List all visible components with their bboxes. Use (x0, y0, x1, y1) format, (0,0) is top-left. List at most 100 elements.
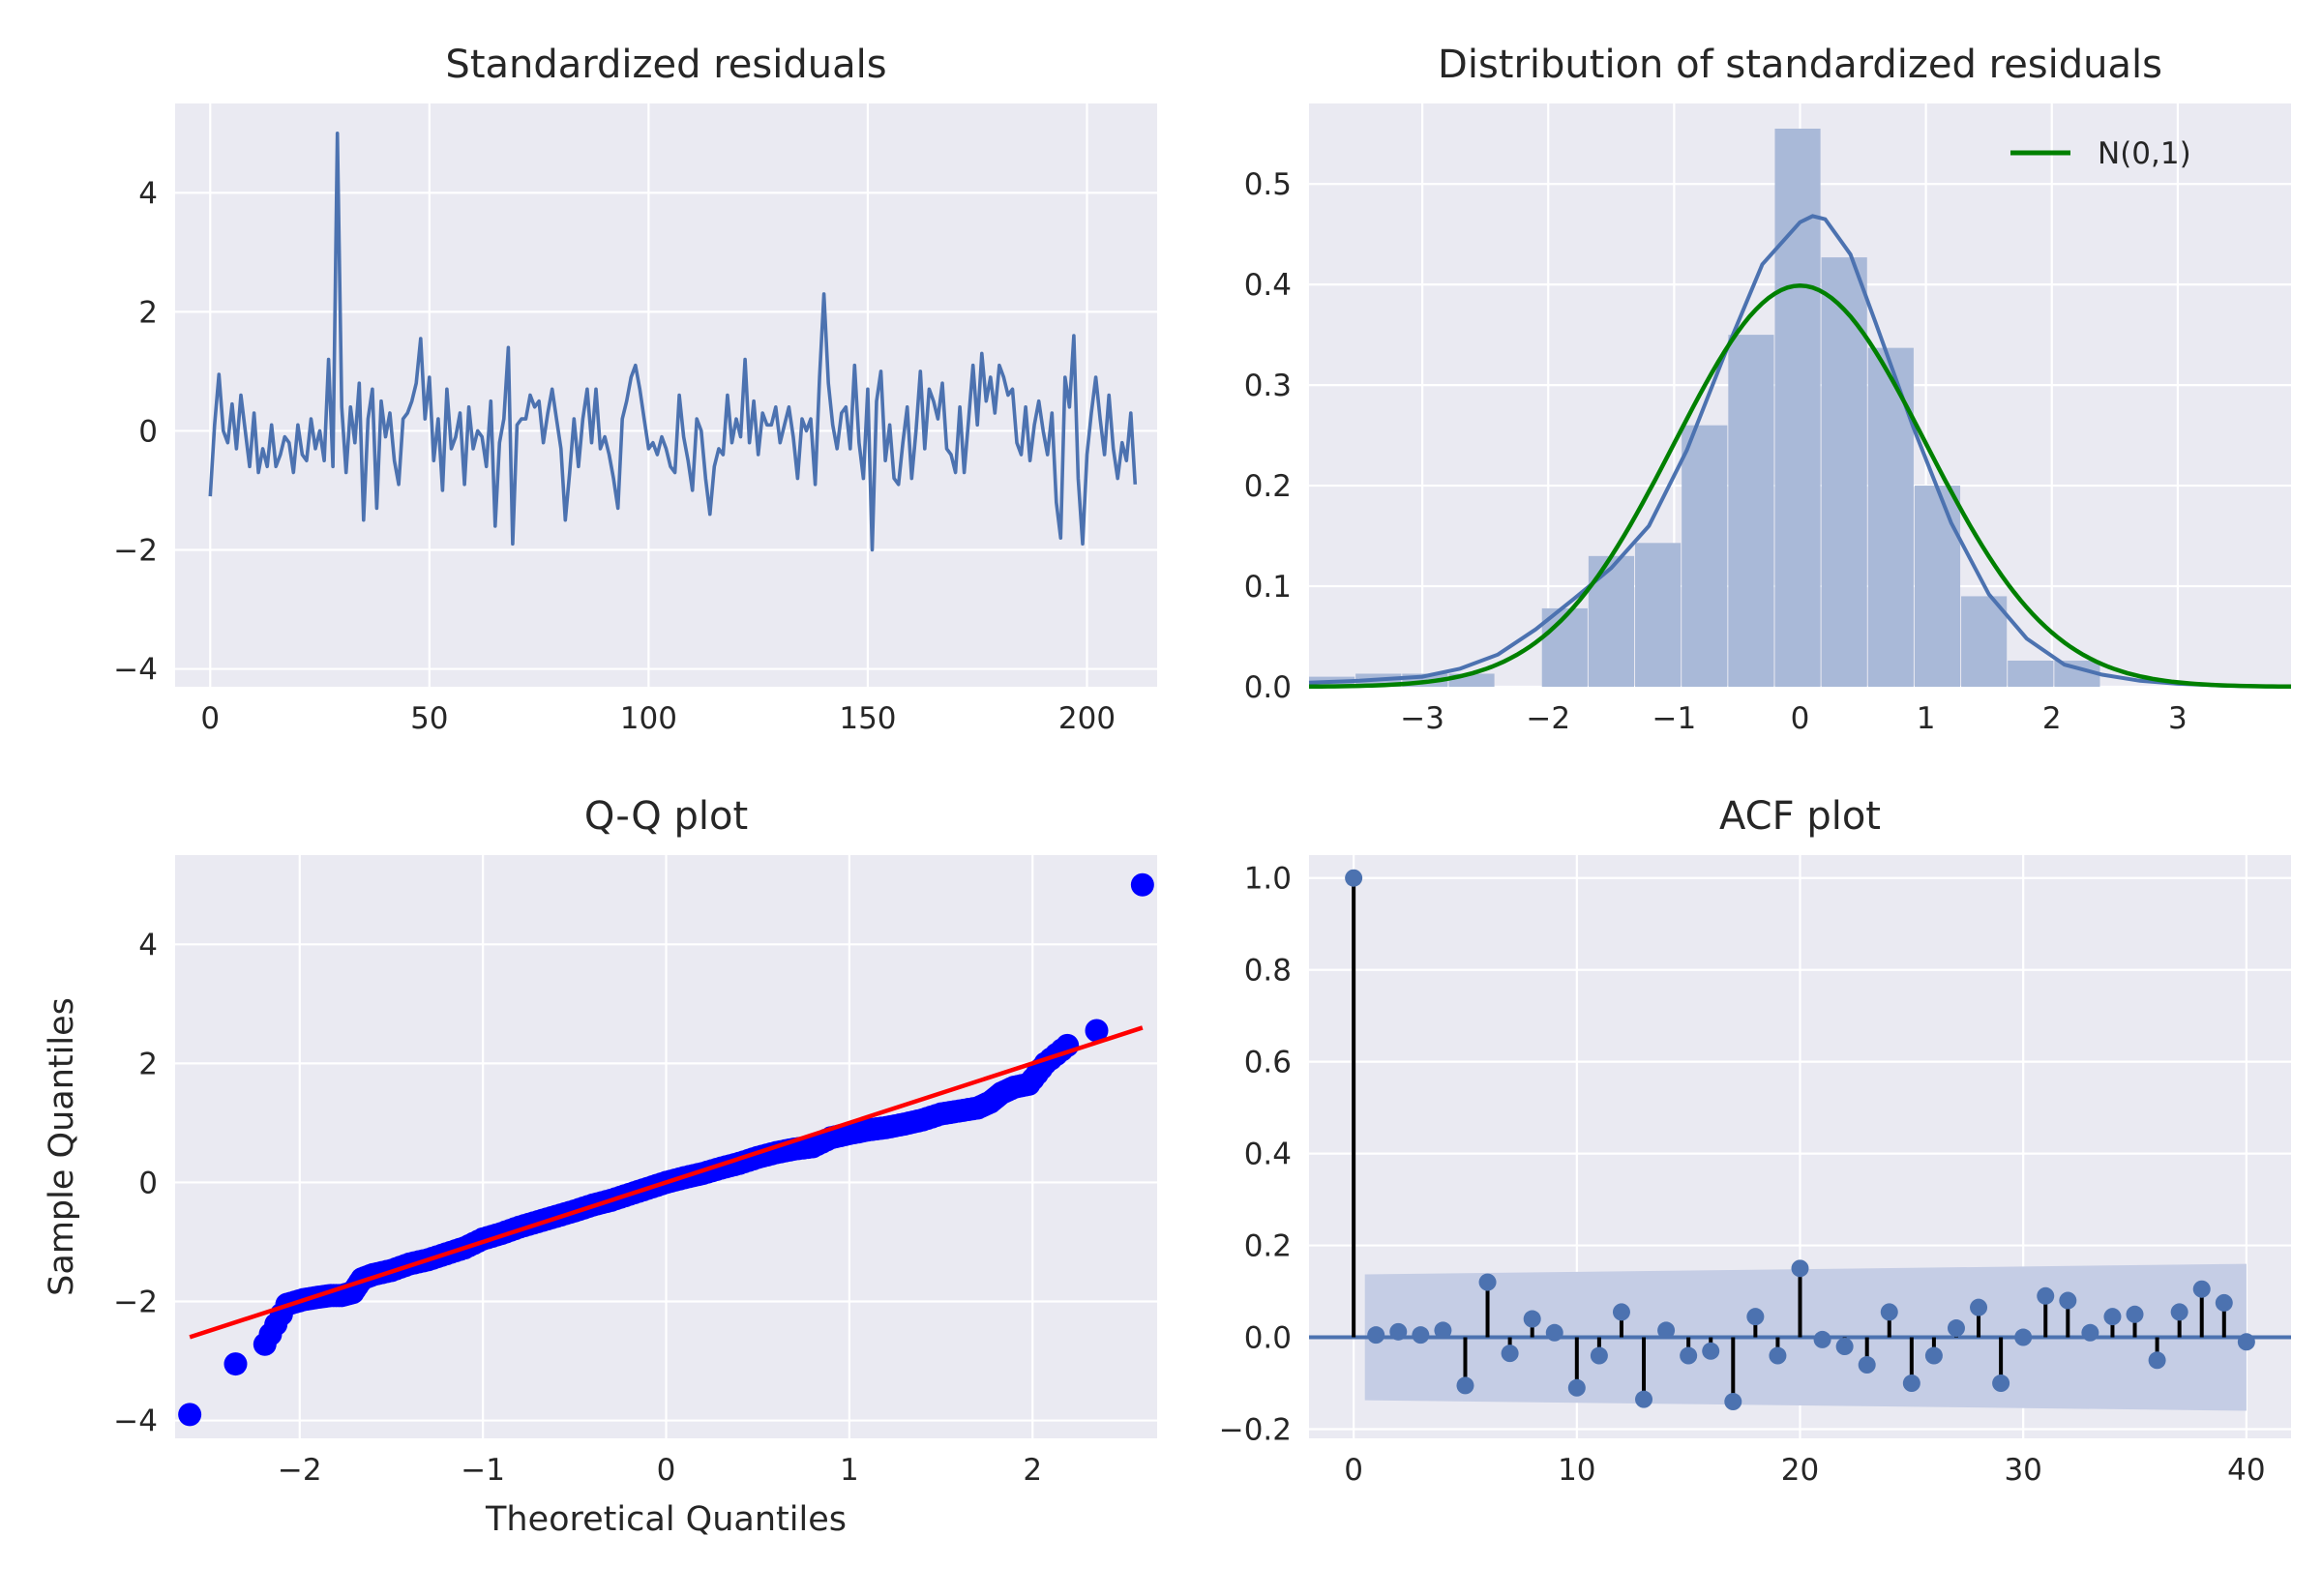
panel-standardized-residuals: 0 50 100 150 200 −4 −2 0 2 4 Standardized residua… (113, 43, 1157, 736)
acf-marker (1769, 1346, 1787, 1365)
chart-title: Standardized residuals (445, 43, 886, 87)
x-tick-label: 1 (840, 1453, 859, 1488)
acf-marker (2081, 1323, 2099, 1342)
x-tick-label: 2 (2042, 701, 2062, 736)
x-tick-label: 10 (1558, 1453, 1595, 1488)
acf-marker (1501, 1345, 1519, 1363)
histogram-bar (1961, 596, 2008, 687)
y-tick-label: −4 (113, 1404, 158, 1439)
acf-marker (2126, 1305, 2144, 1323)
panel-distribution: −3 −2 −1 0 1 2 3 0.0 0.1 0.2 0.3 0.4 0.5 Distributio… (1244, 43, 2292, 736)
x-tick-label: 0 (657, 1453, 676, 1488)
y-tick-label: 0.2 (1244, 469, 1292, 504)
x-tick-label: −1 (1652, 701, 1697, 736)
plot-area (1309, 869, 2291, 1411)
histogram-bar (1914, 486, 1961, 687)
x-tick-label: 30 (2004, 1453, 2041, 1488)
y-tick-label: 0.4 (1244, 1138, 1292, 1172)
acf-marker (1902, 1374, 1920, 1393)
y-tick-label: 0.0 (1244, 1321, 1292, 1356)
plot-area (178, 872, 1154, 1427)
acf-marker (1412, 1326, 1430, 1345)
y-tick-label: 0.1 (1244, 570, 1292, 605)
acf-marker (1680, 1346, 1698, 1365)
acf-marker (1612, 1303, 1630, 1321)
chart-title: Distribution of standardized residuals (1438, 43, 2162, 87)
acf-marker (1970, 1298, 1988, 1316)
acf-marker (2059, 1291, 2077, 1310)
acf-marker (1367, 1326, 1385, 1345)
x-axis-label: Theoretical Quantiles (485, 1500, 847, 1539)
acf-marker (1746, 1308, 1765, 1326)
y-axis-label: Sample Quantiles (43, 997, 81, 1296)
acf-marker (1567, 1378, 1586, 1397)
y-tick-label: −4 (113, 653, 158, 688)
panel-qq-plot: −2 −1 0 1 2 −4 −2 0 2 4 Q-Q plot Theoretical Quan… (43, 794, 1157, 1539)
x-tick-label: 0 (1791, 701, 1810, 736)
x-tick-label: −3 (1400, 701, 1444, 736)
x-tick-label: −2 (278, 1453, 322, 1488)
acf-marker (2170, 1303, 2188, 1321)
y-tick-label: 2 (138, 295, 158, 330)
acf-marker (1858, 1356, 1876, 1374)
acf-marker (1992, 1374, 2010, 1393)
y-tick-label: 0.8 (1244, 954, 1292, 989)
x-tick-label: 0 (1344, 1453, 1363, 1488)
y-tick-label: −2 (113, 533, 158, 568)
acf-marker (1345, 869, 1363, 887)
legend-label-normal: N(0,1) (2098, 136, 2191, 171)
normal-curve (1308, 282, 2292, 690)
x-tick-label: 3 (2168, 701, 2188, 736)
acf-marker (1523, 1310, 1541, 1328)
acf-marker (2237, 1333, 2255, 1351)
y-tick-label: 0.3 (1244, 369, 1292, 403)
acf-marker (1791, 1259, 1809, 1278)
panel-acf-plot: 0 10 20 30 40 −0.2 0.0 0.2 0.4 0.6 0.8 1.0 ACF plot (1219, 794, 2291, 1488)
x-tick-label: −1 (461, 1453, 505, 1488)
histogram-bar (1682, 425, 1728, 687)
x-tick-label: 2 (1023, 1453, 1042, 1488)
y-tick-label: 4 (138, 176, 158, 211)
y-tick-label: 1.0 (1244, 862, 1292, 897)
histogram-bar (1588, 555, 1635, 687)
histogram-bar (1541, 607, 1588, 687)
y-tick-label: 0.0 (1244, 670, 1292, 705)
tick-labels: −3 −2 −1 0 1 2 3 0.0 0.1 0.2 0.3 0.4 0.5 (1244, 167, 2188, 736)
acf-marker (1924, 1346, 1943, 1365)
x-tick-label: 1 (1917, 701, 1936, 736)
y-tick-label: 2 (138, 1047, 158, 1081)
acf-marker (1478, 1273, 1497, 1291)
x-tick-label: 150 (839, 701, 896, 736)
y-tick-label: 0.2 (1244, 1229, 1292, 1264)
y-tick-label: 4 (138, 928, 158, 962)
x-tick-label: 100 (620, 701, 677, 736)
chart-title: Q-Q plot (584, 794, 748, 839)
y-tick-label: 0 (138, 1166, 158, 1200)
y-tick-label: −2 (113, 1285, 158, 1319)
acf-marker (2037, 1286, 2055, 1305)
qq-point (178, 1403, 202, 1427)
acf-marker (2014, 1328, 2033, 1346)
tick-labels: 0 50 100 150 200 −4 −2 0 2 4 (113, 176, 1116, 736)
x-tick-label: 40 (2227, 1453, 2265, 1488)
acf-marker (1389, 1322, 1408, 1341)
chart-title: ACF plot (1719, 794, 1881, 839)
x-tick-label: −2 (1526, 701, 1570, 736)
acf-marker (2215, 1293, 2233, 1312)
tick-labels: −2 −1 0 1 2 −4 −2 0 2 4 (113, 928, 1042, 1488)
plot-area (208, 132, 1138, 552)
histogram-bar (1635, 543, 1682, 687)
acf-marker (1835, 1338, 1854, 1356)
x-tick-label: 0 (200, 701, 220, 736)
acf-marker (1724, 1393, 1742, 1411)
acf-marker (1702, 1342, 1720, 1360)
acf-marker (1590, 1346, 1608, 1365)
acf-marker (2103, 1308, 2122, 1326)
histogram-bar (1867, 347, 1914, 687)
acf-marker (2192, 1280, 2211, 1298)
plot-area (1308, 128, 2292, 690)
y-tick-label: 0.5 (1244, 167, 1292, 202)
acf-marker (1657, 1321, 1676, 1340)
x-tick-label: 50 (410, 701, 448, 736)
residuals-line (208, 132, 1138, 552)
